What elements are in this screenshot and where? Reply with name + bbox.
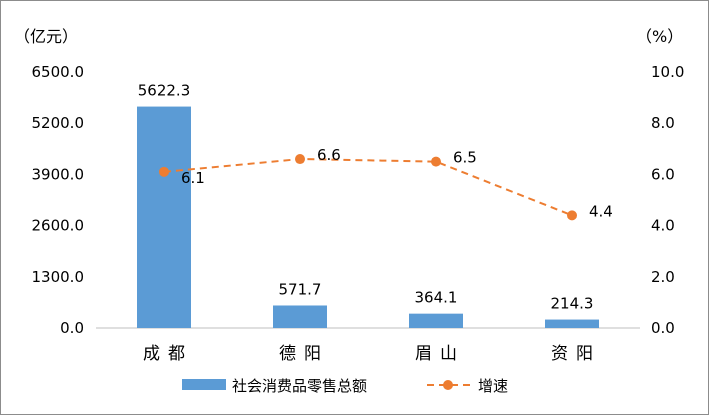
left-tick-label: 5200.0 <box>32 114 85 132</box>
left-tick-label: 3900.0 <box>32 165 85 183</box>
right-tick-label: 4.0 <box>651 217 675 235</box>
right-tick-label: 0.0 <box>651 319 675 337</box>
category-label: 眉山 <box>415 344 465 364</box>
bar <box>545 319 599 328</box>
right-tick-label: 8.0 <box>651 114 675 132</box>
right-tick-label: 2.0 <box>651 268 675 286</box>
left-axis: 0.0 1300.0 2600.0 3900.0 5200.0 6500.0 <box>32 63 85 337</box>
legend-line-label: 增速 <box>478 377 508 395</box>
bar-series <box>137 106 599 329</box>
bar <box>273 305 327 328</box>
category-labels: 成都 德阳 眉山 资阳 <box>143 344 601 364</box>
bar-labels: 5622.3 571.7 364.1 214.3 <box>138 82 594 313</box>
category-label: 资阳 <box>551 344 601 364</box>
bar-data-label: 5622.3 <box>138 82 191 100</box>
left-axis-unit: （亿元） <box>14 27 78 46</box>
growth-point <box>567 210 577 221</box>
legend: 社会消费品零售总额 增速 <box>182 377 508 395</box>
right-tick-label: 6.0 <box>651 165 675 183</box>
growth-data-label: 6.1 <box>181 169 205 187</box>
right-axis-unit: （%） <box>636 27 683 46</box>
right-axis: 0.0 2.0 4.0 6.0 8.0 10.0 <box>651 63 684 337</box>
left-tick-label: 6500.0 <box>32 63 85 81</box>
legend-bar-swatch <box>182 379 226 390</box>
growth-data-label: 4.4 <box>589 202 613 220</box>
legend-bar-label: 社会消费品零售总额 <box>232 377 367 395</box>
growth-point <box>295 154 305 165</box>
bar-data-label: 364.1 <box>415 289 458 307</box>
bar-data-label: 214.3 <box>551 295 594 313</box>
category-label: 德阳 <box>279 344 329 364</box>
bar <box>137 106 191 329</box>
legend-line-marker <box>443 380 453 390</box>
growth-line <box>163 158 573 217</box>
left-tick-label: 2600.0 <box>32 217 85 235</box>
growth-data-label: 6.6 <box>317 146 341 164</box>
category-label: 成都 <box>143 344 193 364</box>
line-series: 6.1 6.6 6.5 4.4 <box>159 146 613 221</box>
right-tick-label: 10.0 <box>651 63 684 81</box>
left-tick-label: 0.0 <box>60 319 84 337</box>
bar-data-label: 571.7 <box>279 280 322 298</box>
bar <box>409 313 463 328</box>
growth-point <box>431 156 441 167</box>
left-tick-label: 1300.0 <box>32 268 85 286</box>
growth-data-label: 6.5 <box>453 149 477 167</box>
growth-point <box>159 166 169 177</box>
